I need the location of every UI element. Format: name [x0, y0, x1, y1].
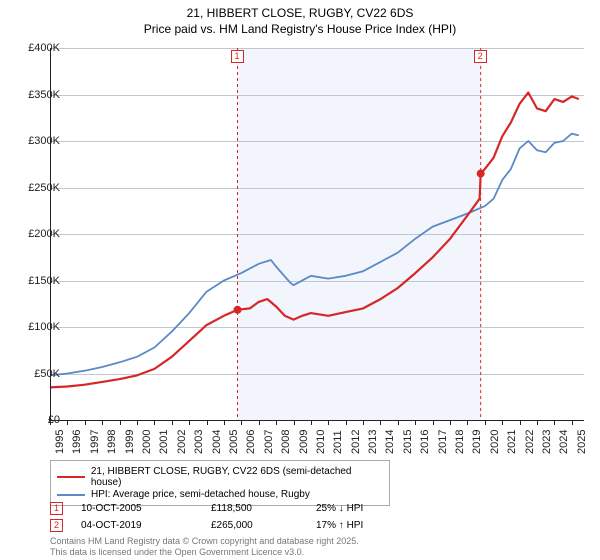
- chart-area: 12: [50, 48, 584, 420]
- transaction-delta: 17% ↑ HPI: [316, 520, 426, 531]
- title-line2: Price paid vs. HM Land Registry's House …: [0, 22, 600, 38]
- x-tick-label: 2010: [315, 430, 327, 454]
- transaction-delta: 25% ↓ HPI: [316, 503, 426, 514]
- legend-swatch-2: [57, 494, 85, 496]
- y-tick-label: £250K: [16, 182, 60, 194]
- x-tick-label: 2020: [489, 430, 501, 454]
- legend-row-2: HPI: Average price, semi-detached house,…: [57, 489, 383, 500]
- series-price-paid: [50, 93, 579, 388]
- y-tick-label: £200K: [16, 228, 60, 240]
- sale-marker-dot: [477, 170, 485, 178]
- x-tick-label: 2024: [558, 430, 570, 454]
- x-tick-label: 2017: [437, 430, 449, 454]
- y-tick-label: £50K: [16, 368, 60, 380]
- legend-label-1: 21, HIBBERT CLOSE, RUGBY, CV22 6DS (semi…: [91, 466, 383, 488]
- transaction-row: 2 04-OCT-2019£265,00017% ↑ HPI: [50, 517, 426, 534]
- sale-marker-box: 2: [474, 50, 487, 63]
- x-tick-label: 2025: [576, 430, 588, 454]
- series-hpi: [50, 134, 579, 376]
- x-tick-label: 2007: [263, 430, 275, 454]
- transaction-row: 1 10-OCT-2005£118,50025% ↓ HPI: [50, 500, 426, 517]
- x-tick-label: 2021: [506, 430, 518, 454]
- legend-label-2: HPI: Average price, semi-detached house,…: [91, 489, 310, 500]
- x-tick-label: 2008: [280, 430, 292, 454]
- x-tick-label: 2000: [141, 430, 153, 454]
- x-tick-label: 2014: [384, 430, 396, 454]
- y-tick-label: £400K: [16, 42, 60, 54]
- transaction-marker: 2: [50, 519, 63, 532]
- footer-line2: This data is licensed under the Open Gov…: [50, 547, 359, 558]
- x-tick-label: 2018: [454, 430, 466, 454]
- x-tick-label: 2015: [402, 430, 414, 454]
- x-tick-label: 2004: [211, 430, 223, 454]
- x-tick-label: 2012: [350, 430, 362, 454]
- transaction-price: £265,000: [211, 520, 316, 531]
- x-tick-label: 1997: [89, 430, 101, 454]
- transaction-date: 04-OCT-2019: [81, 520, 211, 531]
- transactions-table: 1 10-OCT-2005£118,50025% ↓ HPI 2 04-OCT-201…: [50, 500, 426, 534]
- x-tick-label: 2006: [245, 430, 257, 454]
- sale-marker-dot: [234, 306, 242, 314]
- title-line1: 21, HIBBERT CLOSE, RUGBY, CV22 6DS: [0, 6, 600, 22]
- transaction-marker: 1: [50, 502, 63, 515]
- x-tick-label: 2023: [541, 430, 553, 454]
- y-tick-label: £0: [16, 414, 60, 426]
- x-tick-label: 2022: [524, 430, 536, 454]
- x-axis-line: [50, 420, 584, 421]
- x-tick-label: 1998: [106, 430, 118, 454]
- footer: Contains HM Land Registry data © Crown c…: [50, 536, 359, 558]
- x-tick-label: 2016: [419, 430, 431, 454]
- legend-swatch-1: [57, 476, 85, 478]
- x-tick-label: 2019: [471, 430, 483, 454]
- y-tick-label: £150K: [16, 275, 60, 287]
- x-tick-label: 2003: [193, 430, 205, 454]
- y-tick-label: £350K: [16, 89, 60, 101]
- x-tick-label: 1995: [54, 430, 66, 454]
- sale-marker-box: 1: [231, 50, 244, 63]
- y-tick-label: £100K: [16, 321, 60, 333]
- y-tick-label: £300K: [16, 135, 60, 147]
- transaction-price: £118,500: [211, 503, 316, 514]
- footer-line1: Contains HM Land Registry data © Crown c…: [50, 536, 359, 547]
- transaction-date: 10-OCT-2005: [81, 503, 211, 514]
- x-tick-label: 2005: [228, 430, 240, 454]
- x-tick-label: 2011: [332, 430, 344, 454]
- chart-svg: [50, 48, 584, 420]
- x-tick-label: 2001: [158, 430, 170, 454]
- x-tick-label: 1996: [71, 430, 83, 454]
- x-tick-label: 2013: [367, 430, 379, 454]
- x-tick-label: 1999: [124, 430, 136, 454]
- chart-title-block: 21, HIBBERT CLOSE, RUGBY, CV22 6DS Price…: [0, 0, 600, 37]
- legend-row-1: 21, HIBBERT CLOSE, RUGBY, CV22 6DS (semi…: [57, 466, 383, 488]
- x-tick-label: 2009: [298, 430, 310, 454]
- x-tick-label: 2002: [176, 430, 188, 454]
